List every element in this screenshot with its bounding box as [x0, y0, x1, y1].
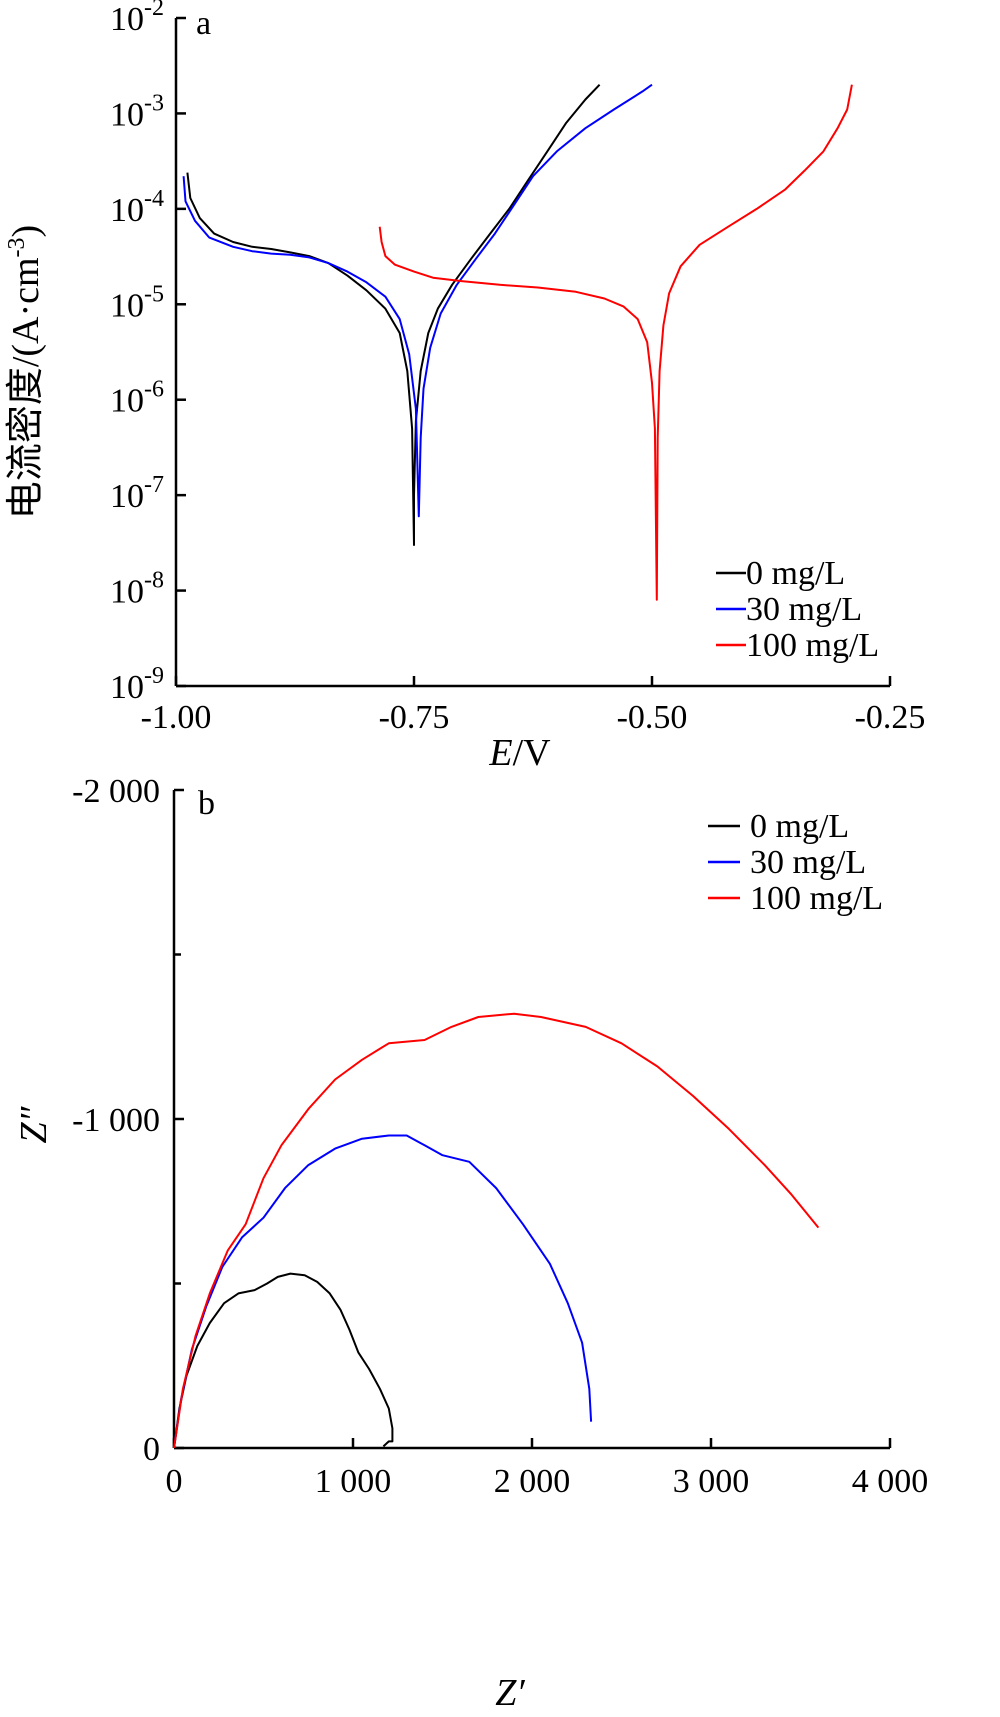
y-tick-label: 10-3	[110, 90, 164, 133]
polarization-chart: a 10-9 10-8 10-7 10-6 10-5 10-4 10-3 10-2 -1.00…	[4, 0, 925, 774]
series-line	[173, 1272, 394, 1449]
series-line	[173, 1012, 820, 1449]
y-axis-label: Z″	[13, 1105, 55, 1143]
x-tick-label: 4 000	[852, 1463, 929, 1500]
x-tick-label: 0	[166, 1463, 183, 1500]
series-line	[182, 83, 653, 518]
y-axis-label-sup: -3	[4, 237, 30, 257]
y-tick-label: 10-9	[110, 663, 164, 706]
y-axis-label: 电流密度/(A·cm-3)	[4, 225, 47, 519]
legend-label: 30 mg/L	[750, 844, 866, 881]
y-tick-label: 10-8	[110, 568, 164, 611]
legend-label: 100 mg/L	[746, 627, 879, 664]
x-axis-label-rest: /V	[513, 732, 552, 774]
y-ticks: 0 -1 000 -2 000	[72, 773, 184, 1468]
series-line	[378, 84, 853, 601]
x-tick-label: -0.25	[855, 699, 926, 736]
y-tick-label: -2 000	[72, 773, 160, 810]
series-group	[182, 83, 853, 601]
x-axis-label: E/V	[488, 732, 551, 774]
legend-label: 30 mg/L	[746, 591, 862, 628]
series-line	[186, 84, 601, 546]
nyquist-chart: b 0 -1 000 -2 000 0 1 000 2 000 3 000 4 000 Z′…	[13, 773, 928, 1714]
x-ticks: 0 1 000 2 000 3 000 4 000	[166, 1438, 929, 1500]
x-axis-label: Z′	[495, 1672, 525, 1714]
x-tick-label: 1 000	[315, 1463, 392, 1500]
y-tick-label: 10-6	[110, 377, 164, 420]
y-tick-label: 10-4	[110, 186, 164, 229]
y-tick-label: 0	[143, 1431, 160, 1468]
legend-label: 0 mg/L	[750, 808, 849, 845]
legend-label: 0 mg/L	[746, 555, 845, 592]
legend-label: 100 mg/L	[750, 880, 883, 917]
y-tick-label: 10-7	[110, 472, 164, 515]
x-tick-label: 3 000	[673, 1463, 750, 1500]
x-axis-label-italic: E	[488, 732, 512, 774]
y-axis-label-main: 电流密度/(A·cm	[5, 257, 47, 519]
y-tick-label: -1 000	[72, 1102, 160, 1139]
x-tick-label: 2 000	[494, 1463, 571, 1500]
y-tick-label: 10-2	[110, 0, 164, 38]
panel-label-b: b	[198, 785, 215, 822]
series-line	[173, 1134, 593, 1449]
x-ticks: -1.00 -0.75 -0.50 -0.25	[141, 676, 926, 736]
x-tick-label: -0.75	[379, 699, 450, 736]
x-tick-label: -0.50	[617, 699, 688, 736]
y-ticks: 10-9 10-8 10-7 10-6 10-5 10-4 10-3 10-2	[110, 0, 186, 706]
panel-label-a: a	[196, 5, 211, 42]
series-group	[173, 1012, 820, 1449]
y-axis-label-close: )	[5, 225, 47, 238]
y-tick-label: 10-5	[110, 281, 164, 324]
x-tick-label: -1.00	[141, 699, 212, 736]
